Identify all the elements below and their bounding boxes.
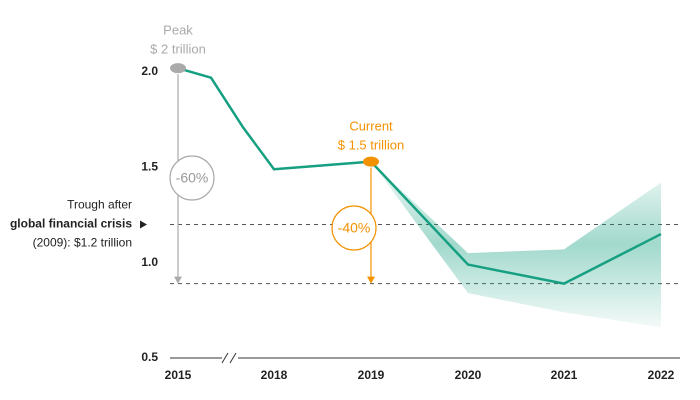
current-change: -40% bbox=[338, 220, 371, 236]
x-tick-label: 2015 bbox=[165, 368, 192, 382]
current-label: Current bbox=[349, 118, 393, 133]
x-tick-label: 2022 bbox=[648, 368, 675, 382]
x-tick-label: 2018 bbox=[261, 368, 288, 382]
peak-value: $ 2 trillion bbox=[150, 41, 206, 56]
peak-marker bbox=[170, 63, 186, 74]
x-tick-label: 2020 bbox=[455, 368, 482, 382]
y-tick-label: 0.5 bbox=[141, 350, 158, 364]
current-change-circle bbox=[331, 205, 377, 251]
x-tick-label: 2019 bbox=[358, 368, 385, 382]
x-axis bbox=[170, 352, 680, 364]
uncertainty-band bbox=[371, 161, 661, 328]
peak-label: Peak bbox=[163, 22, 193, 37]
y-tick-label: 1.5 bbox=[141, 160, 158, 174]
current-arrowhead bbox=[367, 276, 375, 284]
peak-change-circle bbox=[169, 155, 215, 201]
current-value: $ 1.5 trillion bbox=[338, 137, 404, 152]
line bbox=[177, 66, 662, 285]
x-tick-label: 2021 bbox=[551, 368, 578, 382]
trough-note: Trough after bbox=[67, 198, 132, 212]
trough-note: (2009): $1.2 trillion bbox=[33, 236, 132, 250]
peak-change: -60% bbox=[176, 170, 209, 186]
peak-arrowhead bbox=[174, 276, 182, 284]
current-marker bbox=[363, 156, 379, 167]
trough-pointer bbox=[140, 220, 147, 229]
y-tick-label: 2.0 bbox=[141, 64, 158, 78]
trough-note: global financial crisis bbox=[10, 217, 132, 231]
y-tick-label: 1.0 bbox=[141, 255, 158, 269]
